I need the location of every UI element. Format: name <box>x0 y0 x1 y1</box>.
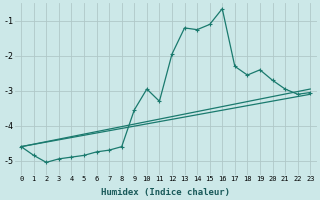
X-axis label: Humidex (Indice chaleur): Humidex (Indice chaleur) <box>101 188 230 197</box>
